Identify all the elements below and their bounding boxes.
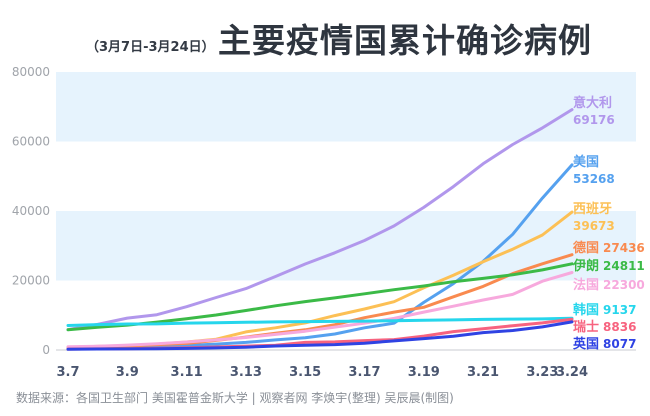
y-tick-label: 60000: [12, 135, 50, 149]
series-end-label: 英国 8077: [573, 336, 636, 353]
y-tick-label: 0: [42, 343, 50, 357]
x-tick-label: 3.21: [467, 365, 499, 380]
series-name: 法国: [573, 278, 600, 293]
series-name: 意大利: [573, 96, 613, 111]
x-tick-label: 3.24: [556, 365, 588, 380]
chart-title: 主要疫情国累计确诊病例: [218, 21, 592, 60]
series-value: 69176: [573, 113, 615, 127]
series-end-label: 韩国 9137: [573, 302, 636, 319]
series-name: 美国: [573, 155, 600, 170]
x-tick-label: 3.19: [408, 365, 440, 380]
series-value: 8836: [603, 320, 637, 334]
source-note: 数据来源：各国卫生部门 美国霍普金斯大学 | 观察者网 李焕宇(整理) 吴辰晨(…: [16, 391, 454, 405]
y-tick-label: 80000: [12, 65, 50, 79]
x-tick-label: 3.17: [348, 365, 380, 380]
series-value: 24811: [603, 259, 645, 273]
x-tick-label: 3.9: [116, 365, 139, 380]
series-name: 英国: [573, 337, 600, 352]
series-value: 53268: [573, 172, 615, 186]
series-end-label: 法国 22300: [573, 277, 645, 294]
series-value: 22300: [603, 278, 645, 292]
series-line: [66, 163, 574, 351]
series-line: [66, 108, 574, 332]
background-band: [56, 211, 636, 281]
series-value: 27436: [603, 241, 645, 255]
x-tick-label: 3.15: [289, 365, 321, 380]
y-tick-label: 20000: [12, 274, 50, 288]
series-line: [66, 271, 574, 349]
y-tick-label: 40000: [12, 204, 50, 218]
chart-subtitle: （3月7日-3月24日）: [86, 40, 215, 55]
series-line: [66, 320, 574, 351]
x-tick-label: 3.7: [56, 365, 79, 380]
series-name: 韩国: [573, 303, 600, 318]
x-tick-label: 3.13: [230, 365, 262, 380]
series-end-label: 伊朗 24811: [573, 258, 645, 275]
series-value: 39673: [573, 219, 615, 233]
series-name: 瑞士: [573, 320, 600, 335]
series-end-label: 德国 27436: [573, 240, 645, 257]
background-band: [56, 72, 636, 142]
series-end-label: 意大利 69176: [573, 96, 615, 129]
series-name: 德国: [573, 241, 600, 256]
series-end-label: 瑞士 8836: [573, 319, 636, 336]
series-end-label: 美国 53268: [573, 155, 615, 188]
series-end-label: 西班牙 39673: [573, 202, 615, 235]
series-value: 8077: [603, 337, 637, 351]
series-line: [66, 316, 574, 327]
series-name: 伊朗: [573, 259, 600, 274]
series-value: 9137: [603, 303, 637, 317]
series-name: 西班牙: [573, 202, 613, 217]
x-tick-label: 3.11: [171, 365, 203, 380]
x-tick-label: 3.23: [526, 365, 558, 380]
